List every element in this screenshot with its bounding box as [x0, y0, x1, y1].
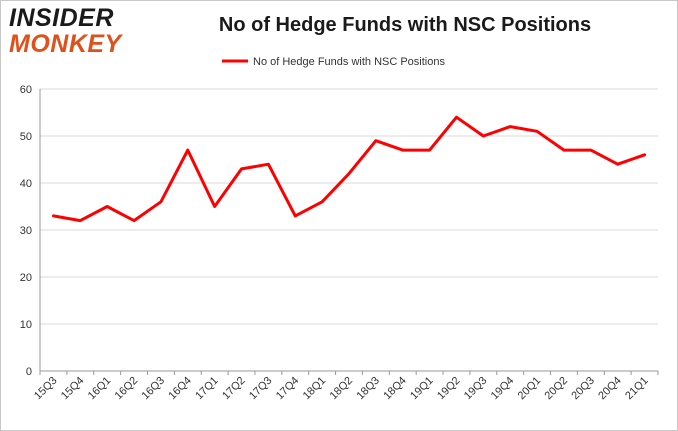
- x-tick-label-17Q4: 17Q4: [274, 375, 302, 403]
- x-tick-label-19Q4: 19Q4: [489, 375, 517, 403]
- y-tick-label-60: 60: [20, 84, 32, 96]
- x-tick-label-19Q2: 19Q2: [435, 375, 463, 403]
- x-tick-label-19Q1: 19Q1: [408, 375, 436, 403]
- x-tick-label-17Q2: 17Q2: [220, 375, 248, 403]
- x-tick-label-16Q2: 16Q2: [113, 375, 141, 403]
- x-tick-label-17Q3: 17Q3: [247, 375, 275, 403]
- logo-line-2: MONKEY: [9, 30, 122, 58]
- series-line-0: [51, 115, 647, 223]
- x-tick-label-20Q2: 20Q2: [543, 375, 571, 403]
- x-tick-labels: 15Q3 15Q4 16Q1 16Q2 16Q3 16Q4 17Q1 17Q2 17Q3 17Q4…: [32, 375, 651, 403]
- legend: No of Hedge Funds with NSC Positions: [222, 56, 445, 68]
- y-tick-label-20: 20: [20, 272, 32, 284]
- insider-monkey-logo: INSIDER MONKEY: [9, 6, 127, 57]
- x-tick-label-20Q4: 20Q4: [596, 375, 624, 403]
- logo-line-1: INSIDER: [9, 4, 114, 32]
- legend-label: No of Hedge Funds with NSC Positions: [253, 56, 445, 68]
- axes: [39, 89, 659, 375]
- y-tick-label-40: 40: [20, 178, 32, 190]
- y-tick-label-0: 0: [26, 366, 32, 378]
- x-tick-label-16Q4: 16Q4: [166, 375, 194, 403]
- x-tick-label-16Q3: 16Q3: [140, 375, 168, 403]
- x-tick-label-17Q1: 17Q1: [193, 375, 221, 403]
- y-tick-label-30: 30: [20, 225, 32, 237]
- y-tick-labels: 0 10 20 30 40 50 60: [20, 84, 32, 378]
- x-tick-label-18Q2: 18Q2: [328, 375, 356, 403]
- grid-lines: [40, 88, 658, 325]
- x-tick-label-20Q1: 20Q1: [516, 375, 544, 403]
- series-lines: [51, 115, 647, 223]
- x-tick-label-15Q4: 15Q4: [59, 375, 87, 403]
- x-tick-label-16Q1: 16Q1: [86, 375, 114, 403]
- x-tick-label-20Q3: 20Q3: [569, 375, 597, 403]
- y-tick-label-50: 50: [20, 131, 32, 143]
- x-tick-label-18Q3: 18Q3: [354, 375, 382, 403]
- x-tick-label-15Q3: 15Q3: [32, 375, 60, 403]
- x-tick-label-18Q1: 18Q1: [301, 375, 329, 403]
- y-tick-label-10: 10: [20, 319, 32, 331]
- x-tick-label-18Q4: 18Q4: [381, 375, 409, 403]
- chart-title: No of Hedge Funds with NSC Positions: [218, 14, 592, 36]
- x-tick-label-21Q1: 21Q1: [623, 375, 651, 403]
- x-tick-label-19Q3: 19Q3: [462, 375, 490, 403]
